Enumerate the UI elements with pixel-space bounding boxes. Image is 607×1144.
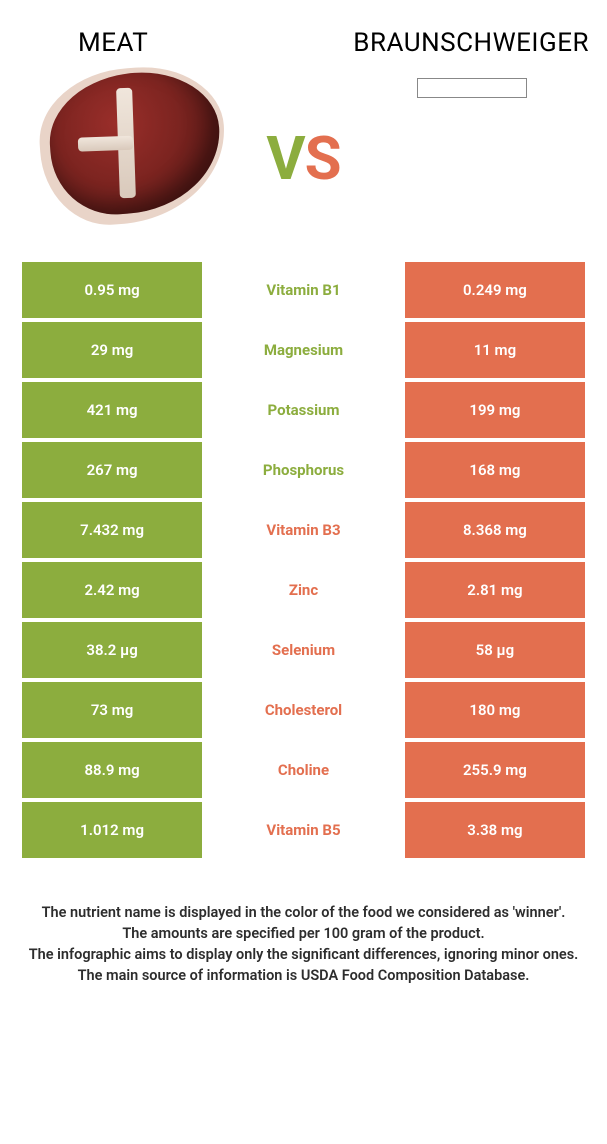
table-row: 29 mgMagnesium11 mg [22, 322, 585, 378]
left-value-cell: 2.42 mg [22, 562, 202, 618]
left-value-cell: 88.9 mg [22, 742, 202, 798]
right-value-cell: 0.249 mg [405, 262, 585, 318]
nutrient-name-cell: Phosphorus [202, 442, 405, 498]
left-value-cell: 7.432 mg [22, 502, 202, 558]
left-value-cell: 421 mg [22, 382, 202, 438]
table-row: 1.012 mgVitamin B53.38 mg [22, 802, 585, 858]
right-value-cell: 168 mg [405, 442, 585, 498]
meat-image [40, 68, 230, 228]
table-row: 88.9 mgCholine255.9 mg [22, 742, 585, 798]
vs-s-letter: S [305, 123, 341, 194]
nutrient-name-cell: Magnesium [202, 322, 405, 378]
left-value-cell: 0.95 mg [22, 262, 202, 318]
comparison-table-wrapper: 0.95 mgVitamin B10.249 mg29 mgMagnesium1… [0, 258, 607, 862]
nutrient-name-cell: Selenium [202, 622, 405, 678]
image-placeholder-box [417, 78, 527, 98]
table-row: 73 mgCholesterol180 mg [22, 682, 585, 738]
comparison-table: 0.95 mgVitamin B10.249 mg29 mgMagnesium1… [22, 258, 585, 862]
nutrient-name-cell: Choline [202, 742, 405, 798]
footnotes: The nutrient name is displayed in the co… [0, 862, 607, 1016]
nutrient-name-cell: Vitamin B5 [202, 802, 405, 858]
footnote-line: The nutrient name is displayed in the co… [18, 902, 589, 923]
footnote-line: The amounts are specified per 100 gram o… [18, 923, 589, 944]
right-value-cell: 3.38 mg [405, 802, 585, 858]
right-value-cell: 255.9 mg [405, 742, 585, 798]
left-value-cell: 73 mg [22, 682, 202, 738]
title-row: Meat Braunschweiger [0, 0, 607, 68]
nutrient-name-cell: Vitamin B1 [202, 262, 405, 318]
footnote-line: The main source of information is USDA F… [18, 965, 589, 986]
right-value-cell: 2.81 mg [405, 562, 585, 618]
right-value-cell: 11 mg [405, 322, 585, 378]
right-food-title: Braunschweiger [353, 28, 589, 58]
right-value-cell: 58 µg [405, 622, 585, 678]
left-value-cell: 38.2 µg [22, 622, 202, 678]
braunschweiger-image-placeholder [417, 78, 527, 98]
table-row: 421 mgPotassium199 mg [22, 382, 585, 438]
left-value-cell: 1.012 mg [22, 802, 202, 858]
left-value-cell: 267 mg [22, 442, 202, 498]
right-value-cell: 8.368 mg [405, 502, 585, 558]
nutrient-name-cell: Vitamin B3 [202, 502, 405, 558]
table-row: 0.95 mgVitamin B10.249 mg [22, 262, 585, 318]
vs-label: VS [266, 129, 340, 189]
right-value-cell: 199 mg [405, 382, 585, 438]
left-value-cell: 29 mg [22, 322, 202, 378]
nutrient-name-cell: Zinc [202, 562, 405, 618]
right-value-cell: 180 mg [405, 682, 585, 738]
footnote-line: The infographic aims to display only the… [18, 944, 589, 965]
table-row: 2.42 mgZinc2.81 mg [22, 562, 585, 618]
left-food-title: Meat [18, 28, 148, 58]
nutrient-name-cell: Potassium [202, 382, 405, 438]
table-row: 267 mgPhosphorus168 mg [22, 442, 585, 498]
vs-v-letter: V [266, 123, 304, 194]
hero-section: VS [0, 68, 607, 258]
table-row: 7.432 mgVitamin B38.368 mg [22, 502, 585, 558]
nutrient-name-cell: Cholesterol [202, 682, 405, 738]
table-row: 38.2 µgSelenium58 µg [22, 622, 585, 678]
